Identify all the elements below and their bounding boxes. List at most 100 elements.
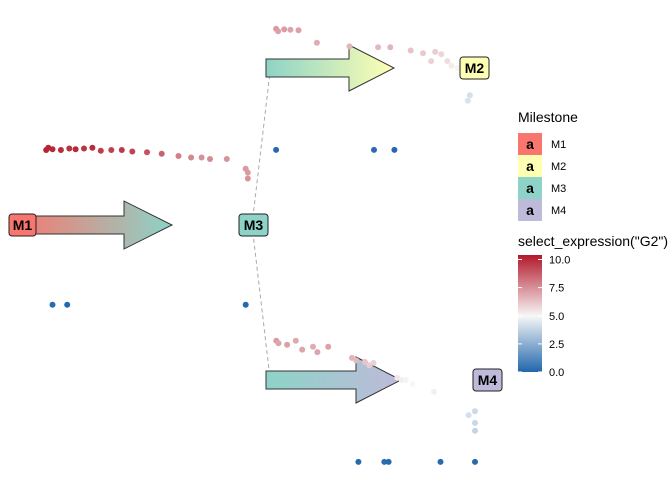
cell-point [465,412,472,419]
milestone-box-m4 [472,368,503,392]
cell-point [361,358,368,365]
cell-point [444,58,451,65]
cell-point [409,380,416,387]
cell-point [466,92,473,99]
cell-point [242,301,249,308]
cell-point [472,458,478,465]
expression-legend: select_expression("G2") 10.0 7.5 5.0 2.5 0.0 [518,233,668,379]
cell-point [407,47,414,54]
cell-point [371,146,377,153]
milestone-box-m2 [459,56,490,80]
cell-point [89,144,96,151]
cell-point [158,150,165,157]
legend-key-letter-m1: a [526,136,534,152]
colorbar-tick-label: 7.5 [549,283,564,295]
cell-point [188,154,195,161]
cell-point [325,343,332,350]
cell-point [448,62,455,69]
legend-key-letter-m4: a [526,202,534,218]
legend-label-m1: M1 [551,139,566,151]
connector-m3-m4 [251,224,271,379]
cell-point [310,343,316,350]
cell-point [118,147,125,153]
cell-point [420,50,426,57]
legend-label-m4: M4 [551,205,566,217]
cell-point [381,458,388,465]
cell-point [284,341,291,348]
milestone-legend: Milestone a M1 a M2 a M3 a M4 [518,109,578,221]
colorbar-tick-label: 10.0 [549,255,570,267]
connector-m3-m2 [251,71,271,226]
cell-point [97,147,104,154]
legend-swatch-m3 [518,177,542,199]
cell-point [49,146,56,153]
milestone-box-m1 [8,213,37,237]
trajectory-panel: M1 M3 M2 M4 [8,25,503,465]
colorbar-ticks: 10.0 7.5 5.0 2.5 0.0 [518,255,570,379]
cell-point [81,145,87,152]
cell-point [72,146,79,153]
milestone-label-m3: M3 [238,213,269,237]
cell-point [346,43,353,50]
edge-arrow-m3-m4 [265,356,403,404]
cell-point [129,148,136,155]
cell-point [273,146,280,153]
cell-point [428,58,435,65]
cell-point [275,340,282,347]
cell-point [391,146,398,153]
milestone-text-m3: M3 [244,217,264,233]
legend-swatch-m1 [518,133,542,155]
cell-point [244,169,251,176]
cell-point [281,26,288,33]
milestone-text-m2: M2 [465,60,485,76]
cell-point [175,153,182,159]
cell-point [207,156,213,162]
cell-point [313,39,320,46]
colorbar-tick-label: 2.5 [549,339,564,351]
cell-points [43,25,478,465]
legend-key-m4: a M4 [518,199,566,221]
cell-point [375,44,382,51]
milestone-text-m1: M1 [13,217,33,233]
cell-point [437,458,444,465]
milestone-box-m3 [238,213,269,237]
cell-point [295,27,302,34]
colorbar-tick-label: 5.0 [549,311,564,323]
cell-point [299,346,306,353]
cell-point [198,154,205,161]
cell-point [144,149,150,156]
cell-point [472,408,478,415]
legend-label-m2: M2 [551,161,566,173]
cell-point [355,458,362,465]
milestone-label-m2: M2 [459,56,490,80]
cell-point [472,419,478,426]
cell-point [66,145,73,152]
cell-point [353,357,360,364]
cell-point [370,359,377,366]
cell-point [454,65,461,71]
milestone-text-m4: M4 [478,372,498,388]
cell-point [275,28,282,35]
cell-point [49,301,56,308]
cell-point [398,377,405,383]
cell-point [292,337,299,344]
milestone-legend-title: Milestone [518,109,578,125]
milestone-label-m4: M4 [472,368,503,392]
cell-point [464,97,471,104]
legend-key-letter-m3: a [526,180,534,196]
legend-key-m1: a M1 [518,133,566,155]
legend-key-m2: a M2 [518,155,566,177]
edge-arrow-m3-m2 [265,44,396,92]
legend-key-m3: a M3 [518,177,566,199]
cell-point [438,51,445,58]
cell-point [387,44,394,51]
cell-point [244,175,251,182]
cell-point [472,427,478,434]
colorbar-tick-label: 0.0 [549,367,564,379]
expression-colorbar [518,255,542,372]
cell-point [108,147,115,153]
cell-point [57,147,64,153]
cell-point [314,349,321,356]
cell-point [64,301,71,308]
